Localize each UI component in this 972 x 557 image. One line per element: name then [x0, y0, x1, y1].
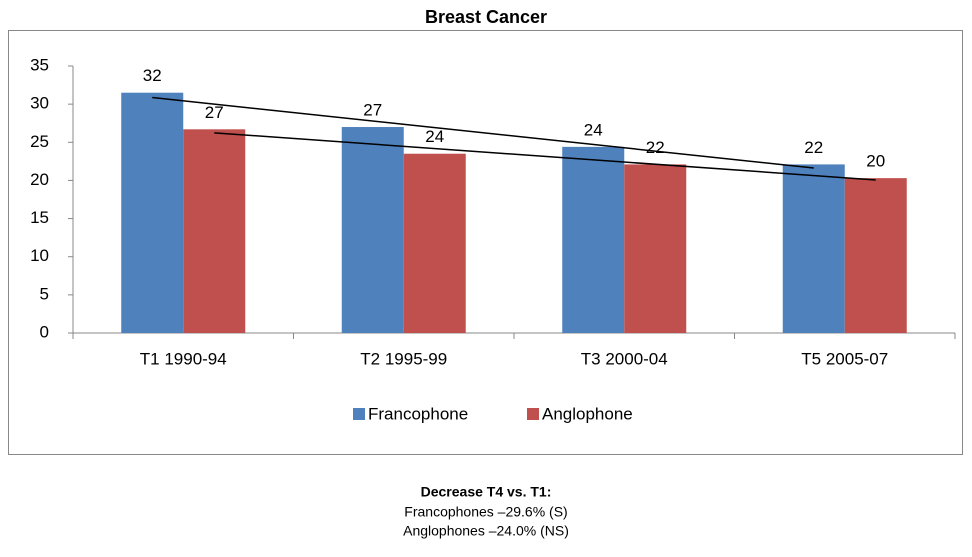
bar	[562, 146, 625, 333]
x-tick-label: T3 2000-04	[581, 349, 668, 368]
bar	[624, 164, 687, 333]
data-label: 24	[425, 127, 444, 146]
legend-label: Anglophone	[542, 404, 633, 423]
bar	[121, 92, 184, 333]
data-label: 27	[205, 103, 224, 122]
legend-swatch	[527, 408, 539, 420]
bar	[403, 153, 466, 333]
bar	[844, 178, 907, 333]
footer-line: Francophones –29.6% (S)	[404, 504, 567, 520]
chart-frame	[8, 30, 963, 455]
data-label: 22	[646, 138, 665, 157]
y-tick-label: 30	[30, 94, 49, 113]
legend-label: Francophone	[368, 404, 468, 423]
bar	[782, 164, 845, 333]
y-tick-label: 20	[30, 170, 49, 189]
bar	[341, 127, 404, 334]
x-tick-label: T1 1990-94	[140, 349, 227, 368]
chart-title: Breast Cancer	[425, 7, 547, 27]
y-tick-label: 5	[40, 284, 49, 303]
footer-line: Anglophones –24.0% (NS)	[403, 523, 569, 539]
trendline	[152, 96, 814, 169]
y-tick-label: 10	[30, 246, 49, 265]
data-label: 27	[363, 101, 382, 120]
y-tick-label: 25	[30, 132, 49, 151]
data-label: 24	[584, 120, 603, 139]
y-tick-label: 15	[30, 208, 49, 227]
footer-heading: Decrease T4 vs. T1:	[421, 484, 552, 500]
y-tick-label: 0	[40, 322, 49, 341]
x-tick-label: T2 1995-99	[360, 349, 447, 368]
data-label: 20	[866, 152, 885, 171]
y-tick-label: 35	[30, 55, 49, 74]
bar	[183, 129, 246, 333]
legend-swatch	[353, 408, 365, 420]
x-tick-label: T5 2005-07	[801, 349, 888, 368]
data-label: 32	[143, 66, 162, 85]
trendline	[214, 132, 876, 181]
data-label: 22	[804, 138, 823, 157]
